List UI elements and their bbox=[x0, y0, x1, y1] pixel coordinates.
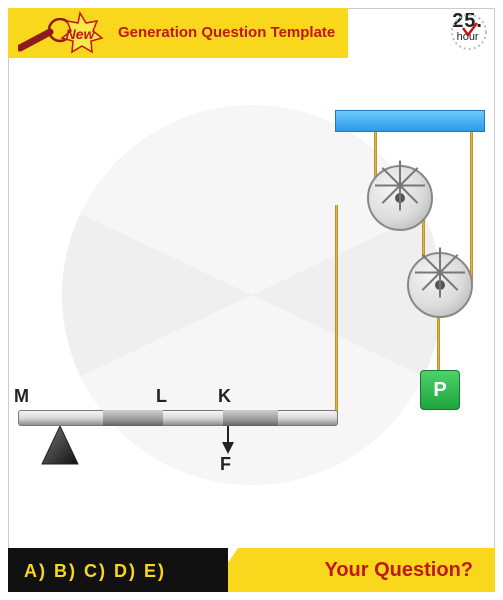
fulcrum-icon bbox=[40, 426, 80, 466]
pulley-1 bbox=[367, 165, 433, 231]
rope-pulley2-to-weight bbox=[437, 315, 440, 373]
lever-dark-seg-2 bbox=[223, 410, 278, 426]
background-circle bbox=[62, 105, 442, 485]
new-badge-text: New bbox=[66, 26, 96, 42]
weight-p-label: P bbox=[433, 379, 446, 402]
header: New Generation Question Template 25. hou… bbox=[8, 8, 495, 58]
bg-triangle-left bbox=[62, 205, 252, 385]
clock-badge: 25. hour bbox=[452, 10, 483, 43]
lever bbox=[18, 410, 338, 426]
label-f: F bbox=[220, 454, 231, 475]
label-m: M bbox=[14, 386, 29, 407]
pulley-2-spokes bbox=[415, 260, 465, 310]
footer: A) B) C) D) E) Your Question? bbox=[8, 548, 495, 592]
your-question-prompt: Your Question? bbox=[324, 559, 473, 582]
pulley-2 bbox=[407, 252, 473, 318]
label-l: L bbox=[156, 386, 167, 407]
header-title: Generation Question Template bbox=[118, 24, 335, 41]
label-k: K bbox=[218, 386, 231, 407]
diagram-canvas: P M L K F bbox=[8, 70, 495, 540]
lever-bar bbox=[18, 410, 338, 426]
rope-pulley1-to-lever bbox=[335, 205, 338, 415]
new-badge-icon: New bbox=[53, 11, 108, 56]
weight-p: P bbox=[420, 370, 460, 410]
ceiling-bar bbox=[335, 110, 485, 132]
answer-options: A) B) C) D) E) bbox=[24, 561, 166, 582]
rope-ceiling-to-pulley2-right bbox=[470, 132, 473, 282]
clock-icon bbox=[435, 10, 487, 52]
lever-dark-seg-1 bbox=[103, 410, 163, 426]
pulley-1-spokes bbox=[375, 173, 425, 223]
force-arrow-icon bbox=[220, 426, 236, 456]
